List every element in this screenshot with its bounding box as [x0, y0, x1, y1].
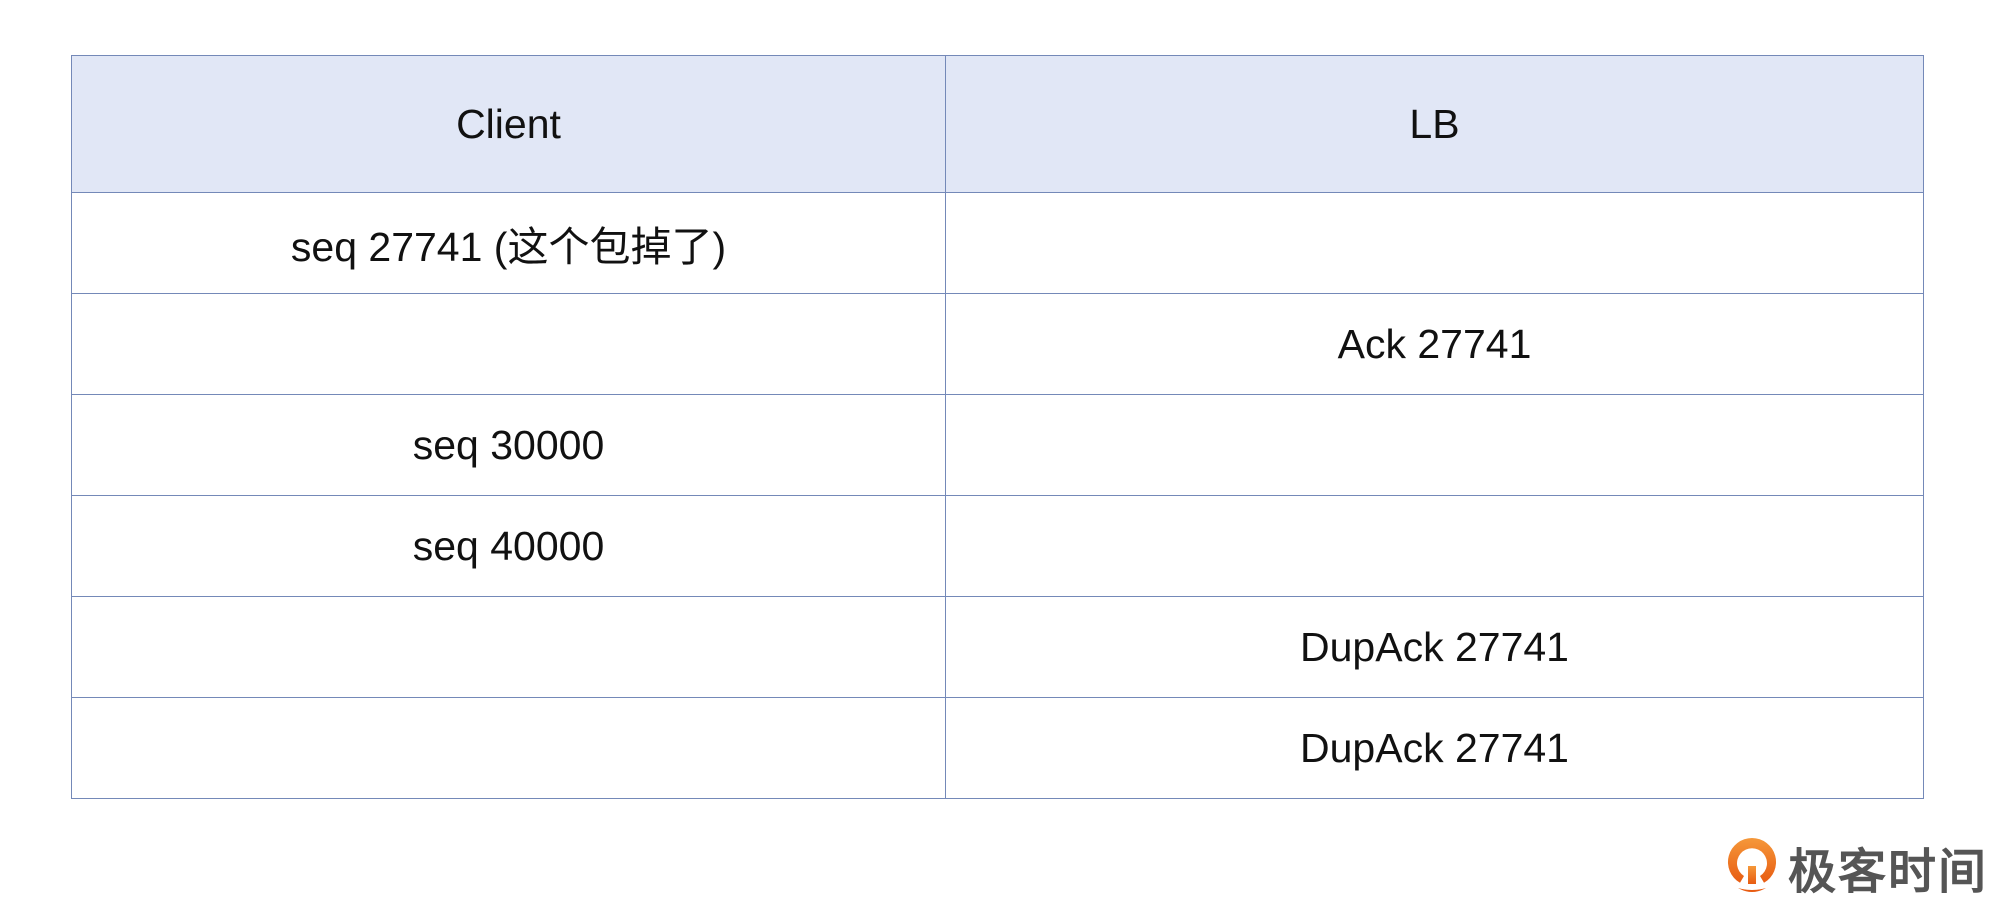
- lb-cell: DupAck 27741: [945, 596, 1924, 698]
- lb-cell: DupAck 27741: [945, 697, 1924, 799]
- geektime-logo-icon: [1727, 838, 1777, 892]
- table-row: DupAck 27741: [71, 697, 1924, 799]
- client-cell: [71, 293, 946, 395]
- client-cell: seq 30000: [71, 394, 946, 496]
- header-row: Client LB: [71, 55, 1924, 193]
- lb-cell: Ack 27741: [945, 293, 1924, 395]
- table-row: Ack 27741: [71, 293, 1924, 395]
- table-row: seq 27741 (这个包掉了): [71, 192, 1924, 294]
- client-cell: seq 40000: [71, 495, 946, 597]
- header-client: Client: [71, 55, 946, 193]
- lb-cell: [945, 495, 1924, 597]
- lb-cell: [945, 192, 1924, 294]
- client-cell: seq 27741 (这个包掉了): [71, 192, 946, 294]
- lb-cell: [945, 394, 1924, 496]
- client-cell: [71, 596, 946, 698]
- logo-text: 极客时间: [1788, 844, 1989, 900]
- table-row: DupAck 27741: [71, 596, 1924, 698]
- table-row: seq 30000: [71, 394, 1924, 496]
- client-cell: [71, 697, 946, 799]
- header-lb: LB: [945, 55, 1924, 193]
- table-row: seq 40000: [71, 495, 1924, 597]
- packet-sequence-table: Client LB seq 27741 (这个包掉了) Ack 27741 se…: [71, 55, 1924, 799]
- geektime-logo: 极客时间: [1726, 832, 1988, 902]
